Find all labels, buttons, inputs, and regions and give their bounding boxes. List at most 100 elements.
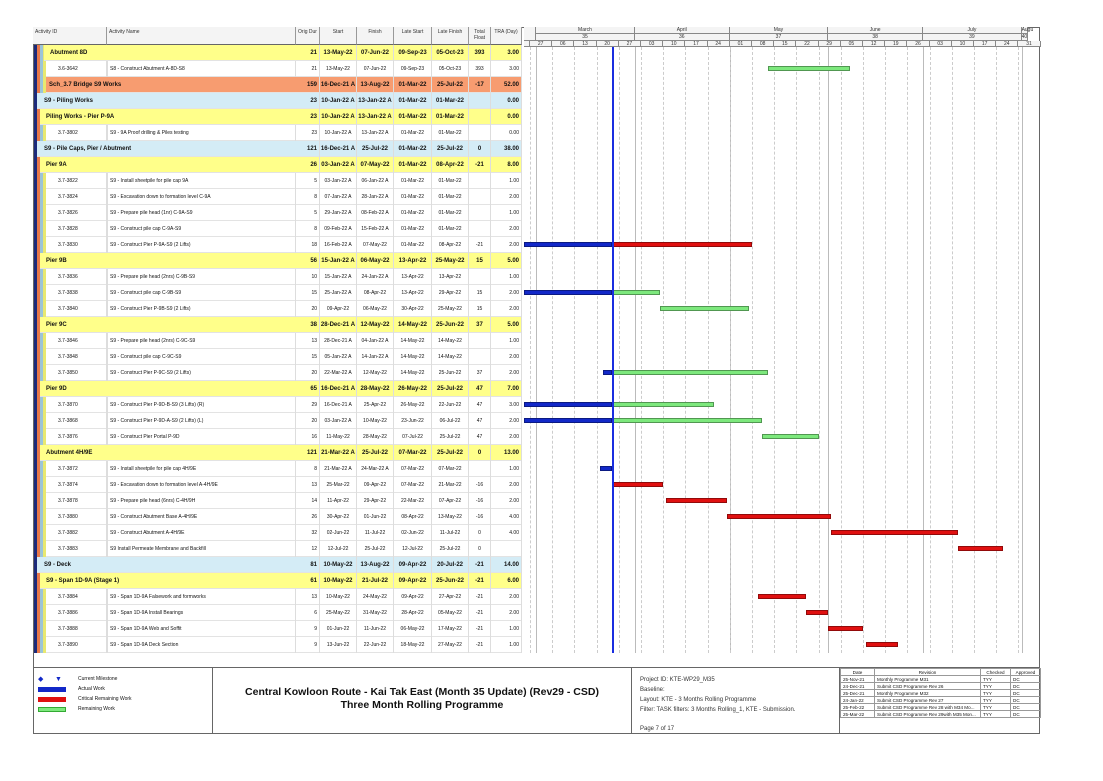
critical-work-bar[interactable] xyxy=(612,242,752,247)
cell-tf: 15 xyxy=(469,285,491,301)
cell-tf xyxy=(469,93,491,109)
wbs-summary-row[interactable]: Pier 9B 56 15-Jan-22 A 06-May-22 13-Apr-22 25… xyxy=(40,253,522,269)
cell-finish: 28-Jan-22 A xyxy=(357,189,394,205)
wbs-summary-row[interactable]: Piling Works - Pier P-9A 23 10-Jan-22 A 13-… xyxy=(40,109,522,125)
cell-dur: 16 xyxy=(296,429,320,445)
table-row[interactable]: 3.7-3836 S9 - Prepare pile head (2nrs) C-… xyxy=(46,269,522,285)
critical-work-bar[interactable] xyxy=(612,482,664,487)
table-row[interactable]: 3.7-3840 S9 - Construct Pier P-9B-S9 (2 L… xyxy=(46,301,522,317)
table-row[interactable]: 3.7-3882 S9 - Construct Abutment A-4H/9E 3… xyxy=(46,525,522,541)
table-row[interactable]: 3.7-3884 S9 - Span 1D-9A Falsework and fo… xyxy=(46,589,522,605)
col-header-late-finish[interactable]: Late Finish xyxy=(432,27,469,45)
remaining-work-bar[interactable] xyxy=(660,306,749,311)
table-row[interactable]: 3.7-3824 S9 - Excavation down to formatio… xyxy=(46,189,522,205)
remaining-work-bar[interactable] xyxy=(612,290,661,295)
wbs-summary-row[interactable]: S9 - Deck 81 10-May-22 13-Aug-22 09-Apr-22 20… xyxy=(37,557,522,573)
cell-start: 13-May-22 xyxy=(320,61,357,77)
wbs-summary-row[interactable]: S9 - Span 1D-9A (Stage 1) 61 10-May-22 21-J… xyxy=(40,573,522,589)
table-row[interactable]: 3.7-3802 S9 - 9A Proof drilling & Piles t… xyxy=(46,125,522,141)
col-header-finish[interactable]: Finish xyxy=(357,27,394,45)
table-row[interactable]: 3.7-3848 S9 - Construct pile cap C-9C-S9 1… xyxy=(46,349,522,365)
table-row[interactable]: 3.7-3872 S9 - Install sheetpile for pile … xyxy=(46,461,522,477)
col-header-start[interactable]: Start xyxy=(320,27,357,45)
cell-start: 13-Jun-22 xyxy=(320,637,357,653)
actual-work-bar[interactable] xyxy=(524,418,613,423)
actual-work-bar[interactable] xyxy=(602,370,613,375)
wbs-summary-row[interactable]: Pier 9D 65 16-Dec-21 A 28-May-22 26-May-22 25… xyxy=(40,381,522,397)
wbs-summary-row[interactable]: Abutment 4H/9E 121 21-Mar-22 A 25-Jul-22 07-… xyxy=(40,445,522,461)
critical-work-bar[interactable] xyxy=(831,530,959,535)
month-header: July xyxy=(923,27,1022,34)
table-row[interactable]: 3.7-3850 S9 - Construct Pier P-9C-S9 (2 L… xyxy=(46,365,522,381)
cell-finish: 06-May-22 xyxy=(357,301,394,317)
table-row[interactable]: 3.7-3828 S9 - Construct pile cap C-9A-S9 8… xyxy=(46,221,522,237)
cell-tf: -17 xyxy=(469,77,491,93)
activity-id: 3.7-3838 xyxy=(46,285,107,301)
table-row[interactable]: 3.7-3883 S9 Install Permeate Membrane and… xyxy=(46,541,522,557)
critical-work-bar[interactable] xyxy=(726,514,832,519)
critical-work-bar[interactable] xyxy=(828,626,863,631)
actual-work-bar[interactable] xyxy=(599,466,613,471)
table-row[interactable]: 3.7-3878 S9 - Prepare pile head (6nrs) C-… xyxy=(46,493,522,509)
wbs-summary-row[interactable]: S9 - Pile Caps, Pier / Abutment 121 16-Dec… xyxy=(37,141,522,157)
table-row[interactable]: 3.7-3874 S9 - Excavation down to formatio… xyxy=(46,477,522,493)
remaining-work-bar[interactable] xyxy=(761,434,819,439)
table-row[interactable]: 3.7-3838 S9 - Construct pile cap C-9B-S9 1… xyxy=(46,285,522,301)
remaining-work-bar[interactable] xyxy=(612,402,714,407)
critical-work-bar[interactable] xyxy=(666,498,727,503)
week-day-label: 05 xyxy=(840,41,863,47)
col-header-tra[interactable]: TRA (Day) xyxy=(491,27,522,45)
table-row[interactable]: 3.7-3846 S9 - Prepare pile head (2nrs) C-… xyxy=(46,333,522,349)
col-header-orig-dur[interactable]: Orig Dur xyxy=(296,27,320,45)
table-row[interactable]: 3.7-3890 S9 - Span 1D-9A Deck Section 9 13-… xyxy=(46,637,522,653)
cell-tf: -21 xyxy=(469,557,491,573)
wbs-summary-row[interactable]: Pier 9C 38 28-Dec-21 A 12-May-22 14-May-22 25… xyxy=(40,317,522,333)
remaining-work-bar[interactable] xyxy=(767,66,851,71)
actual-work-bar[interactable] xyxy=(524,402,613,407)
col-header-activity-name[interactable]: Activity Name xyxy=(107,27,296,45)
wbs-summary-row[interactable]: S9 - Piling Works 23 10-Jan-22 A 13-Jan-22 … xyxy=(37,93,522,109)
cell-lf: 08-Apr-22 xyxy=(432,157,469,173)
critical-work-bar[interactable] xyxy=(958,546,1003,551)
wbs-name: S9 - Piling Works xyxy=(44,98,93,104)
revision-cell: Submit CSD Programme Rev 29with M35 Mon.… xyxy=(874,710,981,718)
remaining-work-bar[interactable] xyxy=(612,370,768,375)
critical-work-bar[interactable] xyxy=(758,594,806,599)
week-gridline xyxy=(996,47,998,653)
table-row[interactable]: 3.7-3826 S9 - Prepare pile head (1nr) C-9… xyxy=(46,205,522,221)
remaining-work-bar[interactable] xyxy=(612,418,762,423)
table-row[interactable]: 3.7-3822 S9 - Install sheetpile for pile … xyxy=(46,173,522,189)
activity-id: 3.7-3840 xyxy=(46,301,107,317)
table-row[interactable]: 3.7-3888 S9 - Span 1D-9A Web and Soffit 9 0… xyxy=(46,621,522,637)
cell-tra: 0.00 xyxy=(491,93,522,109)
wbs-summary-row[interactable]: Pier 9A 26 03-Jan-22 A 07-May-22 01-Mar-22 08… xyxy=(40,157,522,173)
cell-ls: 01-Mar-22 xyxy=(394,157,432,173)
table-row[interactable]: 3.7-3830 S9 - Construct Pier P-9A-S9 (2 L… xyxy=(46,237,522,253)
col-header-total-float[interactable]: Total Float xyxy=(469,27,491,45)
col-header-activity-id[interactable]: Activity ID xyxy=(33,27,107,45)
cell-start: 10-May-22 xyxy=(320,557,357,573)
table-row[interactable]: 3.7-3886 S9 - Span 1D-9A Install Bearings… xyxy=(46,605,522,621)
table-row[interactable]: 3.7-3870 S9 - Construct Pier P-9D-B-S9 (3… xyxy=(46,397,522,413)
cell-finish: 01-Jun-22 xyxy=(357,509,394,525)
table-row[interactable]: 3.6-3642 S8 - Construct Abutment A-8D-S8 2… xyxy=(46,61,522,77)
col-header-late-start[interactable]: Late Start xyxy=(394,27,432,45)
table-row[interactable]: 3.7-3880 S9 - Construct Abutment Base A-4… xyxy=(46,509,522,525)
cell-lf: 07-Apr-22 xyxy=(432,493,469,509)
critical-work-bar[interactable] xyxy=(805,610,829,615)
cell-tf: -21 xyxy=(469,589,491,605)
actual-work-bar[interactable] xyxy=(524,290,613,295)
critical-work-bar[interactable] xyxy=(866,642,898,647)
wbs-summary-row[interactable]: Abutment 8D 21 13-May-22 07-Jun-22 09-Sep-23… xyxy=(44,45,522,61)
week-day-label: 03 xyxy=(641,41,664,47)
table-row[interactable]: 3.7-3868 S9 - Construct Pier P-9D-A-S9 (2… xyxy=(46,413,522,429)
cell-lf: 05-Oct-23 xyxy=(432,61,469,77)
cell-ls: 07-Mar-22 xyxy=(394,445,432,461)
week-day-label: 19 xyxy=(885,41,908,47)
wbs-summary-row[interactable]: Sch_3.7 Bridge S9 Works 159 16-Dec-21 A 13-… xyxy=(46,77,522,93)
actual-work-bar[interactable] xyxy=(524,242,613,247)
table-row[interactable]: 3.7-3876 S9 - Construct Pier Portal P-9D 1… xyxy=(46,429,522,445)
cell-tra: 52.00 xyxy=(491,77,522,93)
revision-cell: DC xyxy=(1010,696,1041,704)
cell-finish: 25-Jul-22 xyxy=(357,541,394,557)
